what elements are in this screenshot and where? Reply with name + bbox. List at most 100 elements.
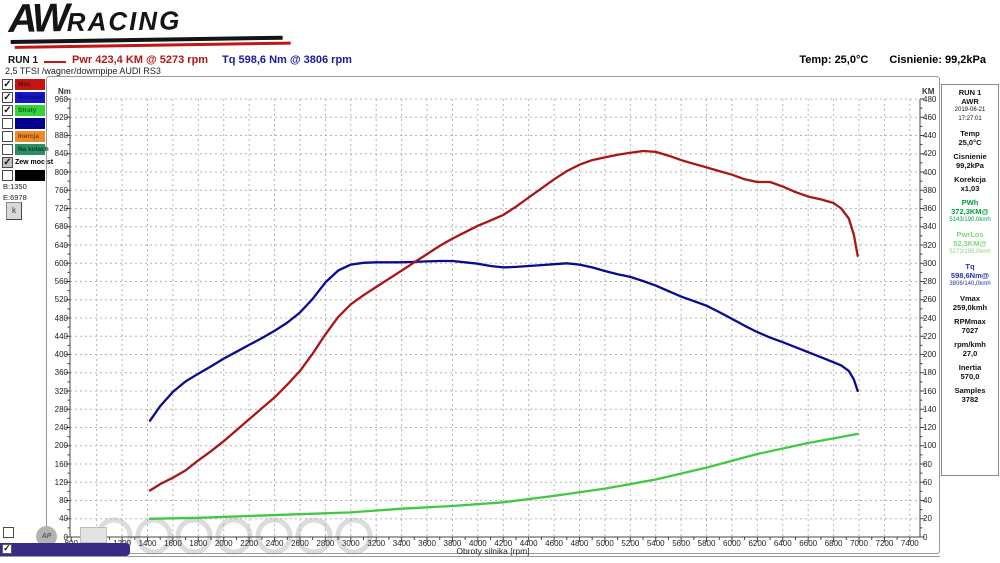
legend-checkbox[interactable] — [2, 131, 13, 142]
info-line: 259,0kmh — [952, 303, 988, 312]
x-tick-label: 6600 — [799, 539, 818, 548]
vehicle-subtitle: 2,5 TFSI /wagner/dowmpipe AUDI RS3 — [5, 66, 161, 76]
left-tick-label: 600 — [54, 258, 68, 268]
info-line: 372,3KM@ — [951, 207, 989, 216]
right-tick-label: 480 — [923, 94, 937, 104]
legend-item: Zew moc st — [2, 157, 53, 168]
x-tick-label: 5400 — [646, 539, 665, 548]
series-power — [148, 149, 859, 492]
series-torque — [148, 259, 859, 422]
watermark-ring — [135, 517, 173, 555]
x-tick-label: 6800 — [824, 539, 843, 548]
x-tick-label: 5600 — [672, 539, 691, 548]
overlay-gray-box[interactable] — [80, 527, 107, 543]
torque-peak-readout: Tq 598,6 Nm @ 3806 rpm — [222, 54, 352, 66]
x-tick-label: 3200 — [367, 539, 386, 548]
right-tick-label: 80 — [923, 459, 932, 469]
legend-color-bar: Moment — [15, 92, 45, 103]
left-tick-label: 520 — [54, 295, 68, 305]
right-tick-label: 40 — [923, 496, 932, 505]
legend-color-bar: Inercja — [15, 131, 45, 142]
info-group: RPMmax 7027 — [942, 317, 998, 335]
watermark-ring — [215, 517, 253, 555]
left-tick-label: 880 — [54, 131, 68, 140]
x-tick-label: 2600 — [291, 539, 309, 548]
left-tick-label: 720 — [54, 204, 68, 213]
x-tick-label: 3800 — [443, 539, 462, 548]
right-tick-label: 100 — [923, 441, 937, 451]
info-line: 5273/195,0kmh — [949, 249, 991, 255]
legend-color-bar: Straty — [15, 105, 45, 116]
right-tick-label: 120 — [923, 423, 937, 432]
watermark-ring — [335, 517, 373, 555]
legend-label: Zew moc st — [15, 159, 54, 166]
legend-checkbox[interactable] — [2, 105, 13, 116]
legend-item — [2, 170, 45, 181]
info-line: x1,03 — [960, 184, 980, 193]
info-line: 3782 — [961, 395, 979, 404]
right-tick-label: 240 — [923, 313, 937, 323]
legend-checkbox[interactable] — [2, 92, 13, 103]
info-group: PWh 372,3KM@ 5143/190,0kmh — [942, 198, 998, 225]
info-group: Inertia 570,0 — [942, 363, 998, 381]
legend-color-bar — [15, 170, 45, 181]
left-tick-label: 480 — [54, 313, 68, 323]
right-tick-label: 280 — [923, 277, 937, 286]
left-tick-label: 280 — [54, 404, 68, 414]
legend-checkbox[interactable] — [2, 157, 13, 168]
right-tick-label: 220 — [923, 331, 937, 341]
legend-label: Straty — [18, 107, 37, 114]
legend-label: Moc — [18, 81, 31, 88]
left-tick-label: 840 — [54, 149, 68, 159]
info-group: PwrLos 52,3KM@ 5273/195,0kmh — [942, 230, 998, 257]
legend-checkbox[interactable] — [2, 79, 13, 90]
left-tick-label: 0 — [63, 532, 68, 542]
x-tick-label: 4600 — [545, 539, 563, 548]
left-tick-label: 800 — [54, 167, 68, 177]
right-tick-label: 260 — [923, 295, 937, 305]
info-line: 598,6Nm@ — [950, 271, 990, 280]
info-line: 570,0 — [960, 372, 980, 381]
zoom-tool-button[interactable]: k — [6, 202, 22, 220]
left-tick-label: 160 — [54, 459, 68, 469]
series-losses — [148, 432, 859, 520]
right-tick-label: 380 — [923, 185, 937, 195]
legend-checkbox[interactable] — [2, 170, 13, 181]
legend-checkbox[interactable] — [2, 118, 13, 129]
purple-toolbar-checkbox[interactable] — [2, 544, 12, 554]
run-info-panel: RUN 1 AWR 2019-06-21 17:27:01 Temp 25,0°C Cisn… — [941, 84, 999, 476]
info-line: Tq — [965, 262, 975, 271]
legend-item: Straty — [2, 105, 45, 116]
left-tick-label: 360 — [54, 368, 68, 378]
legend-item: Inercja — [2, 131, 45, 142]
info-group: Cisnienie 99,2kPa — [942, 152, 998, 170]
x-tick-label: 1800 — [189, 539, 208, 548]
info-line: RUN 1 — [958, 88, 982, 97]
watermark-ring — [255, 517, 293, 555]
legend-item: Moment — [2, 92, 45, 103]
legend-label: Inercja — [18, 133, 39, 140]
info-line: RPMmax — [954, 317, 986, 326]
ap-button[interactable]: AP — [36, 526, 57, 547]
right-tick-label: 360 — [923, 204, 937, 213]
info-line: Inertia — [958, 363, 982, 372]
right-tick-label: 440 — [923, 131, 937, 140]
right-tick-label: 340 — [923, 222, 937, 232]
overlay-checkbox[interactable] — [3, 527, 14, 538]
left-tick-label: 680 — [54, 222, 68, 232]
x-tick-label: 6000 — [723, 539, 741, 548]
x-tick-label: 3000 — [341, 539, 360, 548]
info-group: RUN 1 AWR 2019-06-21 17:27:01 — [942, 88, 998, 124]
left-tick-label: 560 — [54, 277, 68, 286]
right-tick-label: 460 — [923, 112, 937, 122]
legend-item: Moc — [2, 79, 45, 90]
power-peak-readout: Pwr 423,4 KM @ 5273 rpm — [72, 54, 209, 66]
x-tick-label: 4000 — [468, 539, 487, 548]
dyno-plot — [65, 98, 925, 542]
x-tick-label: 1600 — [164, 539, 182, 548]
right-tick-label: 140 — [923, 404, 937, 414]
aw-racing-logo: AWRACING — [8, 0, 291, 49]
environment-readout: Temp: 25,0°C Cisnienie: 99,2kPa — [781, 54, 986, 66]
legend-checkbox[interactable] — [2, 144, 13, 155]
window-bottom-edge — [0, 556, 940, 557]
